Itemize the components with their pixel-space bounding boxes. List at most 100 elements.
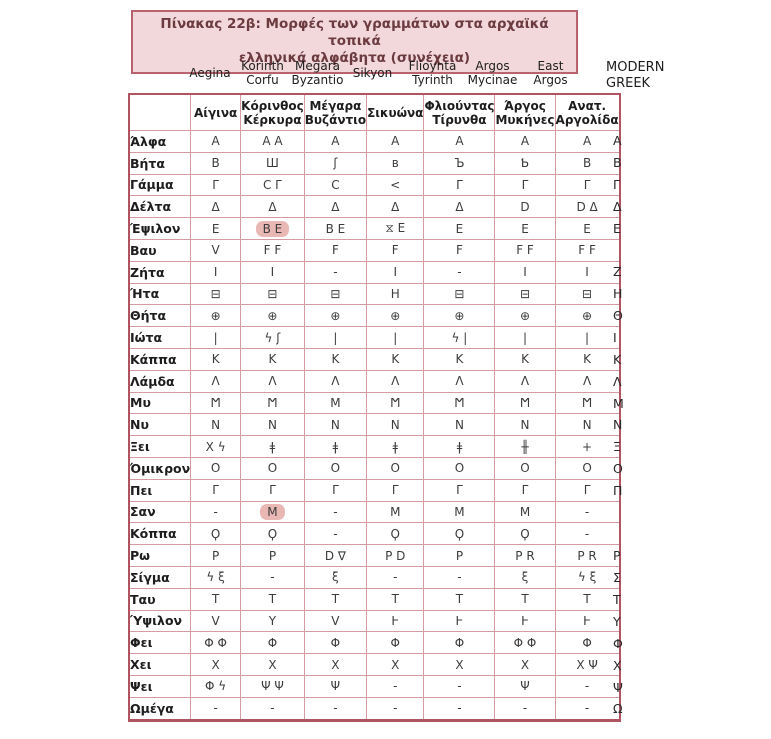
- letterform-glyph: |: [213, 330, 218, 345]
- letterform-glyph: ⊕: [454, 308, 465, 323]
- letterform-cell: Ν: [240, 413, 305, 437]
- english-header-spacer: [130, 54, 185, 92]
- letterform-cell: Ε: [190, 217, 242, 240]
- letterform-glyph: Γ: [583, 483, 591, 498]
- table-row: Θήτα ⊕ ⊕ ⊕ ⊕ ⊕ ⊕ ⊕: [128, 304, 621, 328]
- letterform-glyph: -: [213, 504, 218, 519]
- letterform-glyph: Δ: [268, 199, 277, 214]
- letterform-glyph: Ψ: [520, 679, 530, 694]
- letterform-glyph: Ϲ Γ: [262, 177, 282, 192]
- letterform-glyph: ⊟: [267, 286, 278, 301]
- letterform-glyph: ╫: [521, 439, 529, 454]
- letterform-glyph: F: [455, 243, 463, 258]
- letterform-cell: ϟ ξ: [190, 565, 242, 589]
- letterform-cell: Ρ R: [554, 544, 621, 567]
- letterform-cell: Ϻ: [190, 391, 242, 415]
- table-row: Ήτα ⊟ ⊟ ⊟ Η ⊟ ⊟ ⊟: [128, 282, 621, 306]
- letterform-cell: Ο: [494, 456, 556, 480]
- letterform-cell: Χ: [423, 653, 496, 676]
- letterform-cell: Ν: [494, 413, 556, 437]
- letterform-glyph: Χ: [268, 657, 277, 672]
- letterform-glyph: V: [211, 613, 220, 628]
- letterform-glyph: Δ: [455, 199, 464, 214]
- english-header-line: East: [537, 58, 564, 73]
- greek-header-line: Ανατ.: [568, 98, 607, 113]
- letterform-cell: ǂ: [366, 435, 425, 458]
- letterform-glyph: Ϻ: [267, 395, 278, 410]
- letterform-cell: Α: [303, 130, 368, 153]
- letterform-glyph: Ο: [390, 461, 400, 476]
- letterform-cell: ⊕: [303, 304, 368, 328]
- letterform-glyph: Ι: [523, 265, 527, 280]
- letterform-cell: Τ: [423, 587, 496, 611]
- letterform-cell: Χ: [303, 653, 368, 676]
- letterform-glyph: Ϲ: [331, 177, 340, 192]
- letterform-cell: Ο: [303, 456, 368, 480]
- letterform-glyph: <: [390, 177, 401, 192]
- letterform-cell: -: [240, 696, 305, 721]
- letterform-cell: Ν: [190, 413, 242, 437]
- letterform-glyph: Ϙ: [210, 526, 221, 541]
- letterform-glyph: D: [520, 199, 530, 214]
- letterform-cell: -: [190, 696, 242, 721]
- letterform-glyph: V: [331, 613, 340, 628]
- letterform-cell: Ρ: [240, 544, 305, 567]
- letterform-glyph: Α: [331, 134, 340, 149]
- modern-letter: Ψ: [613, 679, 623, 695]
- letterform-glyph: Φ: [267, 635, 278, 650]
- title-line-2: ελληνικά αλφάβητα (συνέχεια): [238, 50, 471, 66]
- letterform-glyph: -: [333, 504, 338, 519]
- table-row: Κάππα Κ Κ Κ Κ Κ Κ Κ: [128, 347, 621, 371]
- letterform-glyph: Γ: [456, 483, 463, 498]
- letterform-glyph: Ν: [390, 417, 400, 432]
- letterform-glyph: Ϙ: [390, 526, 400, 541]
- modern-letter: Σ: [613, 570, 621, 586]
- letterform-glyph: Ε: [455, 221, 464, 236]
- letterform-cell: Η: [366, 282, 425, 306]
- letterform-cell: Ϻ: [494, 391, 556, 415]
- letterform-cell: -: [366, 674, 425, 698]
- letterform-cell: ⊕: [366, 304, 425, 328]
- letterform-cell: ǂ: [423, 435, 496, 458]
- letterform-glyph: -: [333, 526, 338, 541]
- letterform-glyph: Ι: [585, 265, 589, 280]
- english-header-line: Aegina: [189, 65, 231, 80]
- greek-header-line: Βυζάντιο: [304, 112, 367, 127]
- modern-letter: Χ: [613, 657, 622, 673]
- letterform-cell: |: [366, 326, 425, 349]
- greek-header-line: Αίγινα: [194, 105, 238, 120]
- letterform-cell: Φ: [303, 631, 368, 655]
- letterform-cell: Χ ϟ: [190, 435, 242, 458]
- table-row: Ταυ Τ Τ Τ Τ Τ Τ Τ: [128, 587, 621, 611]
- letterform-cell: -: [190, 500, 242, 524]
- table-row: Όμικρον Ο Ο Ο Ο Ο Ο Ο: [128, 456, 621, 480]
- greek-header-line: Αργολίδα: [555, 112, 619, 127]
- column-header-english: Flioynta Tyrinth: [400, 54, 465, 92]
- letterform-cell: Ο: [423, 456, 496, 480]
- letterform-cell: -: [303, 260, 368, 284]
- letterform-cell: V: [190, 238, 242, 262]
- letterform-glyph: Ϙ: [454, 526, 465, 541]
- letterform-glyph: Χ: [391, 657, 400, 672]
- greek-header-line: Φλιούντας: [424, 98, 495, 113]
- letterform-glyph: Ο: [582, 461, 592, 476]
- row-label: Σαν: [128, 500, 192, 524]
- letterform-glyph: Ψ Ψ: [261, 679, 284, 694]
- letterform-glyph: |: [522, 330, 528, 345]
- letterform-glyph: Μ: [390, 504, 401, 519]
- letterform-glyph: Ъ: [454, 156, 465, 171]
- letterform-cell: Ⱶ: [366, 609, 425, 633]
- letterform-glyph: Ψ: [330, 679, 341, 694]
- letterform-glyph: D Δ: [576, 199, 598, 214]
- letterform-cell: Ъ: [423, 151, 496, 175]
- letterform-cell: Ψ Ψ: [240, 674, 305, 698]
- letterform-cell: -: [366, 565, 425, 589]
- letterform-glyph: ǂ: [392, 439, 399, 454]
- table-row: Ρω Ρ Ρ D ∇ Ρ D Ρ Ρ R Ρ R: [128, 544, 621, 567]
- letterform-glyph: Ϻ: [581, 395, 593, 410]
- letterform-glyph: Ш: [266, 156, 279, 171]
- letterform-cell: ⊕: [423, 304, 496, 328]
- column-header-greek: Σικυώνα: [366, 93, 425, 131]
- letterform-glyph: ξ: [332, 570, 339, 585]
